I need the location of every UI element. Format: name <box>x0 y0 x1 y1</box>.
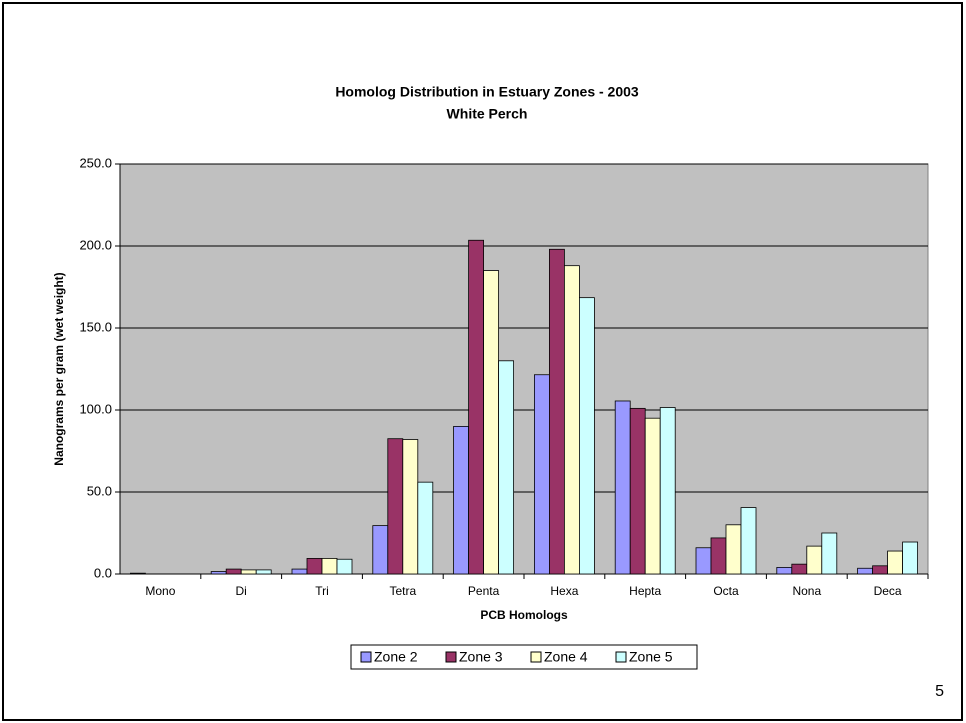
legend-box <box>350 644 698 670</box>
legend-swatch <box>615 651 627 663</box>
y-tick-label: 0.0 <box>94 565 112 580</box>
bar <box>902 541 918 575</box>
x-axis-label: PCB Homologs <box>480 608 568 622</box>
plot-area <box>119 163 929 575</box>
x-tick-label: Nona <box>792 584 821 598</box>
bar <box>336 558 353 575</box>
bar <box>564 265 580 575</box>
x-tick-label: Penta <box>468 584 500 598</box>
y-tick-label: 200.0 <box>79 237 112 252</box>
y-axis-label: Nanograms per gram (wet weight) <box>52 272 66 465</box>
bar <box>372 525 389 575</box>
bar <box>483 270 500 575</box>
bar <box>872 565 888 575</box>
bar <box>387 438 404 575</box>
bar <box>129 572 146 575</box>
legend-label: Zone 5 <box>629 649 673 665</box>
bar <box>695 547 712 575</box>
x-tick-label: Hexa <box>550 584 578 598</box>
bar <box>857 567 873 575</box>
x-tick-label: Hepta <box>629 584 661 598</box>
legend-swatch <box>530 651 542 663</box>
x-tick-label: Di <box>236 584 247 598</box>
legend-label: Zone 3 <box>459 649 503 665</box>
bar <box>417 481 434 575</box>
bar <box>579 297 595 575</box>
bar <box>614 400 631 575</box>
x-tick-label: Mono <box>145 584 175 598</box>
legend-swatch <box>445 651 457 663</box>
bar <box>725 524 742 575</box>
bar <box>210 571 227 575</box>
bar <box>255 569 272 575</box>
bar <box>791 563 808 575</box>
bar <box>629 407 646 575</box>
bar <box>321 558 338 575</box>
y-tick-label: 50.0 <box>87 483 112 498</box>
bar <box>740 507 757 575</box>
y-tick-label: 150.0 <box>79 319 112 334</box>
bar <box>291 568 308 575</box>
bar <box>659 407 676 575</box>
bar <box>534 374 550 575</box>
chart-title: Homolog Distribution in Estuary Zones - … <box>335 84 639 100</box>
bar <box>225 568 242 575</box>
bar <box>453 425 470 575</box>
legend-label: Zone 2 <box>374 649 418 665</box>
legend-label: Zone 4 <box>544 649 588 665</box>
chart-subtitle: White Perch <box>447 106 528 122</box>
bar <box>498 360 515 575</box>
bar <box>710 537 727 575</box>
x-tick-label: Octa <box>713 584 739 598</box>
bar <box>468 239 485 575</box>
bar <box>402 439 419 575</box>
legend-swatch <box>360 651 372 663</box>
bar <box>549 248 565 575</box>
y-tick-label: 100.0 <box>79 401 112 416</box>
bar <box>306 558 323 575</box>
slide-number: 5 <box>935 683 944 700</box>
x-tick-label: Deca <box>874 584 902 598</box>
x-tick-label: Tetra <box>389 584 416 598</box>
bar <box>644 417 661 575</box>
bar <box>821 532 838 575</box>
bar <box>887 550 903 575</box>
x-tick-label: Tri <box>315 584 329 598</box>
bar <box>806 545 823 575</box>
bar <box>240 569 257 575</box>
bar <box>776 567 793 575</box>
y-tick-label: 250.0 <box>79 155 112 170</box>
